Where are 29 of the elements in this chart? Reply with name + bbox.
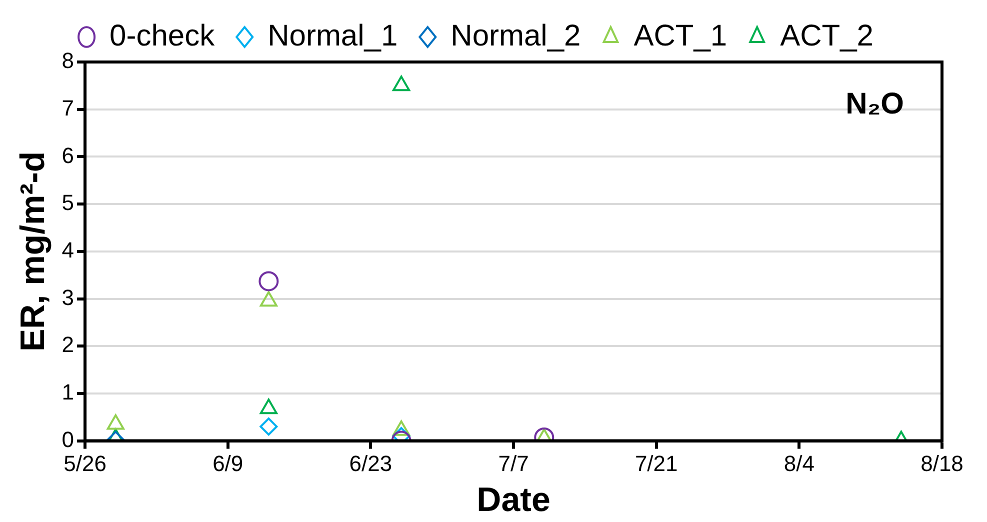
y-tick-label: 5 (62, 190, 74, 216)
point (260, 398, 278, 414)
y-tick-label: 4 (62, 237, 74, 262)
y-tick-label: 2 (62, 332, 74, 358)
legend-label: ACT_1 (634, 19, 728, 52)
point (106, 414, 124, 430)
y-tick-label: 3 (62, 284, 74, 310)
legend-label: Normal_1 (268, 19, 398, 52)
y-tick-label: 8 (62, 48, 74, 74)
x-tick-label: 7/7 (498, 451, 529, 476)
y-tick-label: 7 (62, 95, 74, 120)
x-tick-label: 6/9 (212, 451, 244, 476)
annotation: N₂O (846, 87, 904, 120)
point (260, 291, 278, 307)
y-tick-label: 1 (62, 380, 74, 405)
x-tick-label: 6/23 (349, 451, 392, 476)
y-axis-title: ER, mg/m²-d (14, 151, 52, 352)
x-axis-title: Date (476, 480, 550, 519)
y-tick-label: 6 (62, 142, 74, 168)
x-tick-label: 7/21 (634, 451, 678, 476)
y-tick-label: 0 (62, 426, 74, 452)
x-tick-label: 8/18 (920, 451, 964, 476)
x-tick-label: 5/26 (64, 451, 106, 476)
legend-label: 0-check (110, 19, 216, 52)
x-tick-label: 8/4 (784, 451, 814, 476)
legend-label: ACT_2 (780, 19, 874, 52)
point (392, 76, 410, 92)
point (392, 420, 410, 436)
legend-label: Normal_2 (450, 19, 581, 52)
